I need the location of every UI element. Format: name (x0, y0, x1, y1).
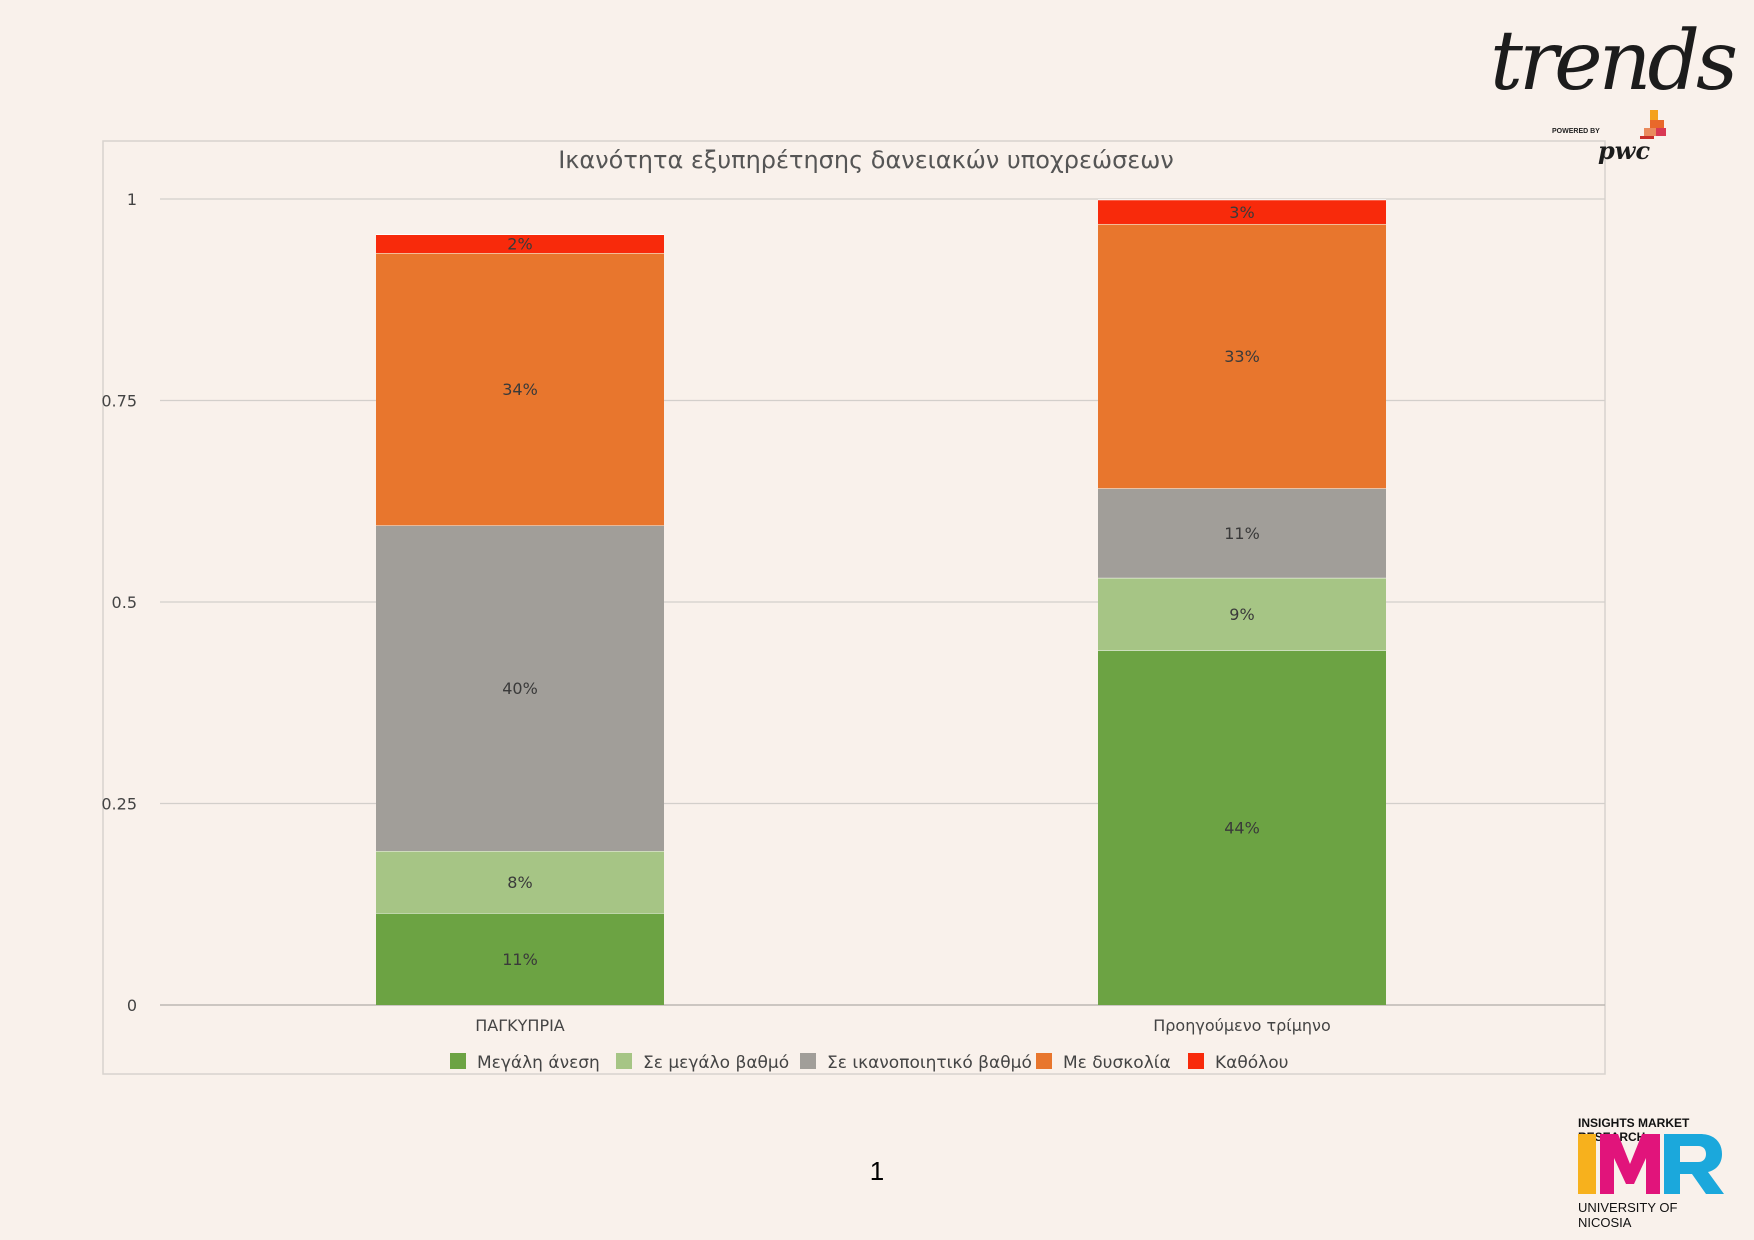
data-label: 44% (1224, 819, 1260, 838)
data-label: 3% (1229, 203, 1254, 222)
y-tick-label: 0.5 (112, 593, 137, 612)
bar-segment (1098, 199, 1386, 224)
imr-logo: INSIGHTS MARKET RESEARCH UNIVERSITY OF N… (1570, 1112, 1730, 1230)
bar-segment (376, 234, 664, 254)
bar-segment (376, 253, 664, 526)
bar-segment (376, 913, 664, 1005)
legend-swatch (1036, 1053, 1052, 1069)
powered-by-text: POWERED BY (1552, 128, 1600, 135)
x-category-label: Προηγούμενο τρίμηνο (1153, 1016, 1331, 1035)
bar-segment (1098, 650, 1386, 1005)
legend-label: Σε μεγάλο βαθμό (643, 1053, 789, 1073)
trends-logo: trends POWERED BY pwc (1480, 14, 1740, 168)
bar-segment (1098, 577, 1386, 651)
data-label: 9% (1229, 605, 1254, 624)
data-label: 2% (507, 235, 532, 254)
bar-segment (376, 525, 664, 852)
legend-label: Καθόλου (1215, 1053, 1288, 1073)
x-axis-categories: ΠΑΓΚΥΠΡΙΑ Προηγούμενο τρίμηνο (475, 1016, 1331, 1035)
bar-segment (1098, 488, 1386, 578)
legend-swatch (800, 1053, 816, 1069)
data-label: 8% (507, 873, 532, 892)
imr-mark-logo (1578, 1134, 1724, 1194)
data-label: 11% (1224, 524, 1260, 543)
y-axis-ticks: 0 0.25 0.5 0.75 1 (101, 190, 137, 1015)
bar-segment (376, 851, 664, 914)
x-category-label: ΠΑΓΚΥΠΡΙΑ (475, 1016, 565, 1035)
imr-bottom-text: UNIVERSITY OF NICOSIA (1578, 1200, 1678, 1230)
y-tick-label: 0 (127, 996, 137, 1015)
page-number: 1 (869, 1156, 885, 1186)
legend-swatch (1188, 1053, 1204, 1069)
legend-swatch (616, 1053, 632, 1069)
bar-segment (1098, 223, 1386, 489)
data-label: 40% (502, 679, 538, 698)
pwc-wordmark: pwc (1598, 136, 1651, 165)
data-label: 11% (502, 950, 538, 969)
chart-title: Ικανότητα εξυπηρέτησης δανειακών υποχρεώ… (558, 146, 1174, 174)
legend: Μεγάλη άνεση Σε μεγάλο βαθμό Σε ικανοποιητ… (450, 1053, 1288, 1073)
data-label: 33% (1224, 347, 1260, 366)
legend-label: Με δυσκολία (1063, 1053, 1171, 1073)
trends-wordmark: trends (1490, 14, 1738, 109)
y-tick-label: 0.25 (101, 795, 137, 814)
pwc-mark-icon (1640, 110, 1666, 139)
data-label: 34% (502, 380, 538, 399)
bars: 11% 8% 40% 34% 2% 44% 9% 11% 33% 3% (376, 199, 1386, 1005)
legend-swatch (450, 1053, 466, 1069)
legend-label: Σε ικανοποιητικό βαθμό (827, 1053, 1032, 1073)
legend-label: Μεγάλη άνεση (477, 1053, 600, 1073)
y-tick-label: 0.75 (101, 392, 137, 411)
y-tick-label: 1 (127, 190, 137, 209)
